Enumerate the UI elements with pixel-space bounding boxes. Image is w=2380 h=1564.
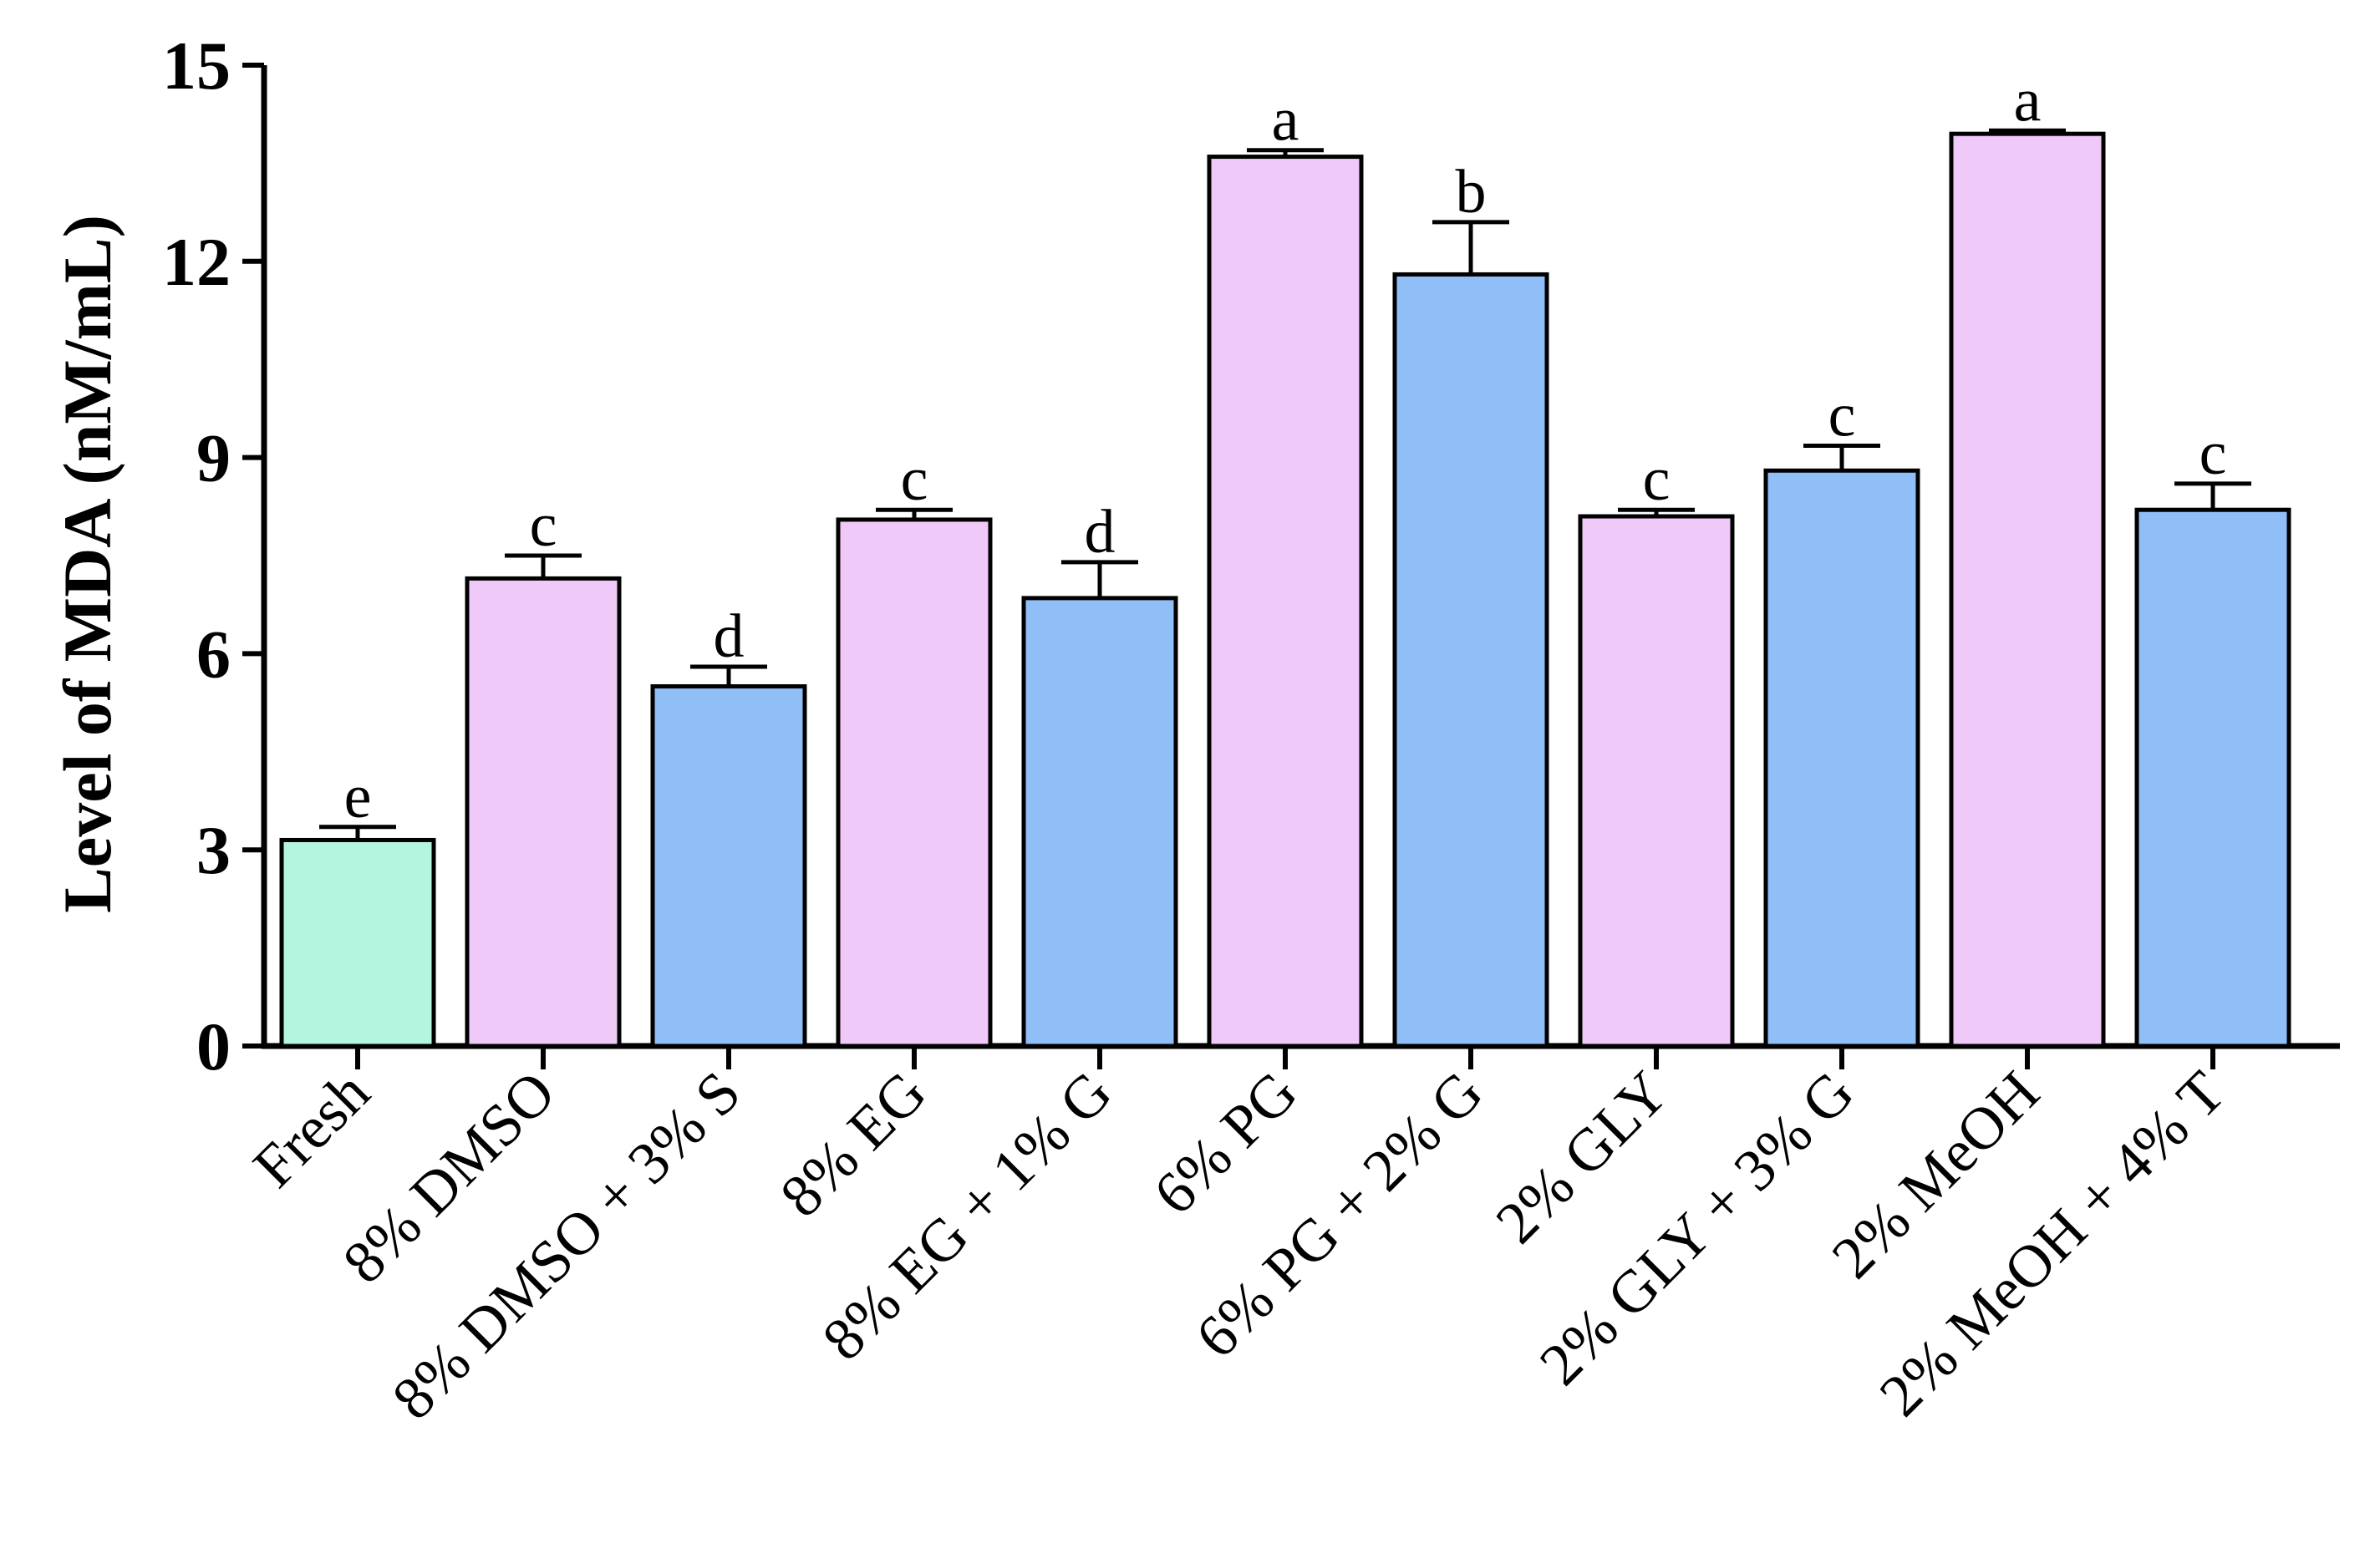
y-tick-label: 9 — [196, 420, 231, 496]
bar — [465, 576, 622, 1049]
y-tick-label: 0 — [196, 1008, 231, 1084]
bar — [836, 517, 993, 1049]
x-tick-label: 2% GLY + 3% G — [1527, 1059, 1866, 1398]
bar — [279, 837, 436, 1049]
significance-letter: c — [1828, 382, 1856, 450]
bar — [1021, 596, 1178, 1049]
x-tick-label: 8% DMSO + 3% S — [379, 1059, 753, 1432]
bar — [1392, 272, 1549, 1049]
y-tick-label: 6 — [196, 616, 231, 692]
bar — [1763, 468, 1920, 1049]
y-tick-label: 12 — [162, 224, 231, 300]
x-tick-label: 8% EG — [767, 1059, 938, 1230]
significance-letter: c — [530, 491, 557, 560]
significance-letter: c — [901, 445, 928, 514]
y-tick-label: 15 — [162, 28, 231, 104]
bar — [2134, 507, 2291, 1049]
x-tick-label: 6% PG — [1141, 1059, 1310, 1227]
bar — [1949, 131, 2106, 1049]
y-axis-label: Level of MDA (nM/mL) — [49, 215, 125, 913]
x-tick-label: Fresh — [241, 1059, 383, 1201]
significance-letter: d — [714, 602, 745, 671]
significance-letter: a — [2014, 66, 2042, 135]
y-tick-label: 3 — [196, 812, 231, 888]
significance-letter: c — [2199, 419, 2227, 488]
significance-letter: a — [1272, 86, 1299, 155]
significance-letter: d — [1085, 498, 1116, 566]
significance-letter: b — [1456, 158, 1487, 226]
bar — [650, 684, 807, 1049]
x-tick-label: 2% MeOH + 4% T — [1867, 1059, 2238, 1429]
bar — [1578, 514, 1735, 1049]
significance-letter: e — [344, 763, 372, 831]
significance-letter: c — [1643, 445, 1671, 514]
bar — [1207, 155, 1364, 1049]
